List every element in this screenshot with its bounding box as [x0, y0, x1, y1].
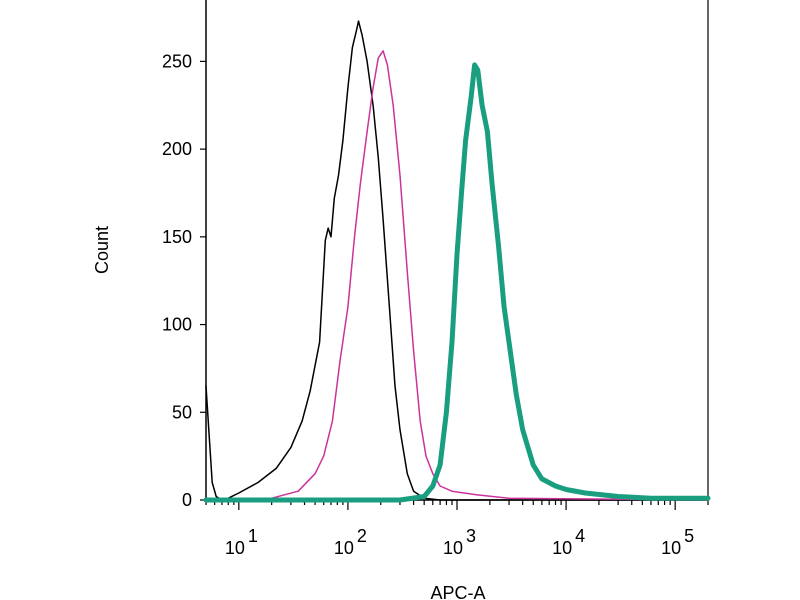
x-tick-exponent: 1 [248, 526, 258, 546]
histogram-series-2 [205, 50, 709, 501]
series-layer [203, 20, 711, 503]
x-tick-base: 10 [334, 538, 354, 558]
x-tick-base: 10 [443, 538, 463, 558]
y-tick-label: 150 [162, 227, 192, 247]
y-tick-label: 50 [172, 402, 192, 422]
y-tick-label: 100 [162, 315, 192, 335]
histogram-series-1 [205, 20, 709, 501]
x-tick-label: 101 [225, 526, 258, 558]
histogram-series-3 [203, 62, 711, 503]
x-tick-label: 105 [661, 526, 694, 558]
x-tick-exponent: 2 [357, 526, 367, 546]
x-tick-base: 10 [225, 538, 245, 558]
x-tick-exponent: 5 [684, 526, 694, 546]
x-axis-title: APC-A [430, 583, 485, 600]
x-tick-label: 102 [334, 526, 367, 558]
y-tick-label: 200 [162, 139, 192, 159]
x-tick-base: 10 [552, 538, 572, 558]
x-tick-label: 104 [552, 526, 585, 558]
x-tick-exponent: 4 [575, 526, 585, 546]
x-tick-base: 10 [661, 538, 681, 558]
y-axis-title: Count [92, 226, 112, 274]
y-ticks: 0 50 100 150 200 250 [162, 51, 206, 510]
y-tick-label: 250 [162, 51, 192, 71]
x-tick-exponent: 3 [466, 526, 476, 546]
y-tick-label: 0 [182, 490, 192, 510]
x-tick-label: 103 [443, 526, 476, 558]
